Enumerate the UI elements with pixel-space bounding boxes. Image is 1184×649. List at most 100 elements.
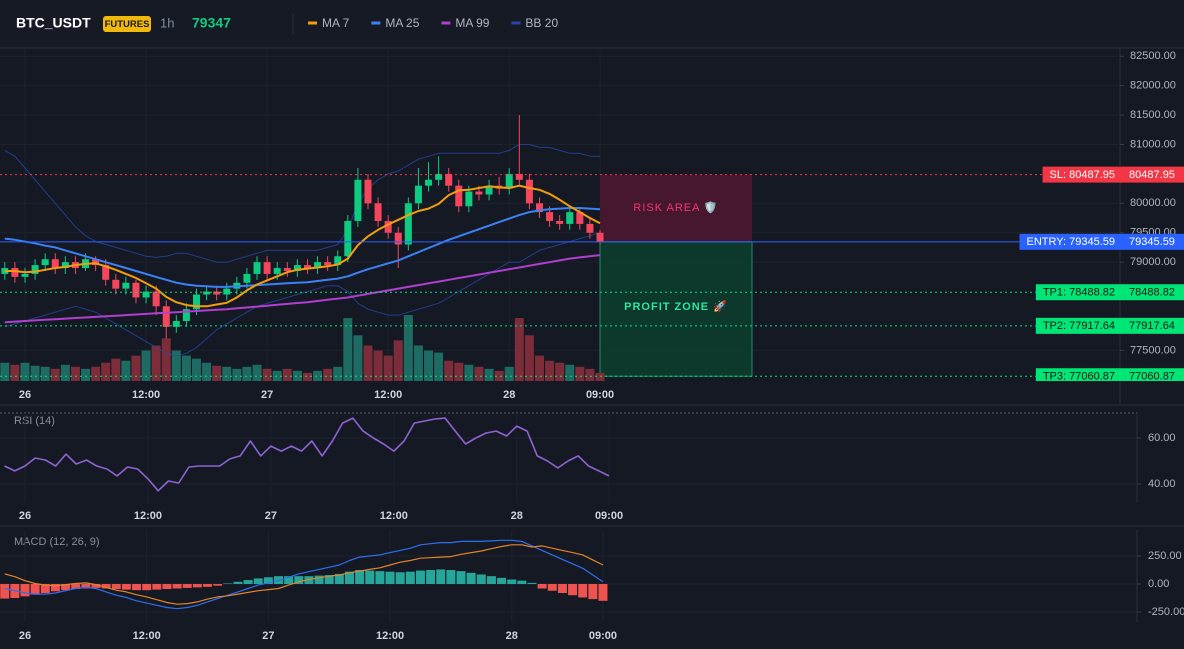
candle-body bbox=[475, 191, 483, 195]
macd-histogram-bar bbox=[344, 571, 354, 585]
badge-bg bbox=[103, 16, 151, 32]
level-tag-label: ENTRY: 79345.59 bbox=[1027, 236, 1115, 248]
candle-body bbox=[253, 262, 261, 274]
volume-bar bbox=[534, 355, 544, 381]
volume-bar bbox=[242, 366, 252, 381]
volume-bar bbox=[131, 355, 141, 381]
level-tag-label: TP3: 77060.87 bbox=[1043, 371, 1115, 383]
macd-histogram-bar bbox=[101, 584, 111, 589]
volume-bar bbox=[424, 350, 434, 381]
bb-upper bbox=[4, 144, 600, 263]
macd-histogram-bar bbox=[91, 584, 101, 588]
candle-body bbox=[515, 173, 523, 180]
candle-body bbox=[122, 282, 130, 289]
candle-body bbox=[132, 282, 140, 298]
level-tag-label: TP2: 77917.64 bbox=[1043, 320, 1115, 332]
candle-body bbox=[546, 212, 554, 221]
macd-histogram-bar bbox=[213, 584, 223, 586]
y-tick-label: 60.00 bbox=[1148, 432, 1176, 444]
candle-body bbox=[374, 203, 382, 221]
level-value: 77917.64 bbox=[1129, 320, 1175, 332]
macd-histogram-bar bbox=[182, 584, 192, 588]
y-tick-label: 81000.00 bbox=[1130, 138, 1176, 150]
level-tag-label: SL: 80487.95 bbox=[1050, 169, 1115, 181]
candle-body bbox=[293, 265, 301, 271]
volume-bar bbox=[20, 362, 30, 381]
profit-zone bbox=[599, 241, 753, 377]
volume-bar bbox=[30, 365, 40, 381]
candle-body bbox=[566, 212, 574, 224]
macd-histogram-bar bbox=[446, 570, 456, 585]
volume-bar bbox=[50, 368, 60, 381]
volume-bar bbox=[343, 318, 353, 381]
macd-histogram-bar bbox=[81, 584, 91, 589]
macd-histogram-bar bbox=[385, 571, 395, 585]
macd-histogram-bar bbox=[395, 572, 405, 585]
candle-body bbox=[596, 232, 604, 242]
candle-body bbox=[425, 179, 433, 186]
volume-bar bbox=[545, 360, 555, 381]
x-tick-label: 26 bbox=[19, 389, 31, 401]
level-value-box bbox=[1120, 284, 1184, 301]
candle-body bbox=[334, 256, 342, 266]
legend-entry[interactable]: MA 25 bbox=[385, 16, 419, 30]
x-tick-label: 12:00 bbox=[376, 630, 404, 642]
macd-histogram-bar bbox=[355, 570, 365, 585]
candle-body bbox=[142, 291, 150, 298]
volume-bar bbox=[565, 364, 575, 381]
volume-bar bbox=[40, 366, 50, 381]
grid-layer bbox=[0, 413, 1137, 503]
x-tick-label: 26 bbox=[19, 510, 31, 522]
macd-histogram-bar bbox=[527, 582, 537, 585]
volume-bar bbox=[191, 358, 201, 381]
last-price: 79347 bbox=[192, 15, 231, 31]
legend-entry[interactable]: MA 99 bbox=[455, 16, 489, 30]
x-tick-label: 09:00 bbox=[586, 389, 614, 401]
volume-bar bbox=[444, 360, 454, 381]
macd-line bbox=[4, 539, 604, 610]
macd-histogram-bar bbox=[375, 571, 385, 585]
risk-zone bbox=[600, 174, 752, 242]
candle-body bbox=[435, 173, 443, 180]
candle-body bbox=[11, 268, 19, 277]
macd-histogram-bar bbox=[588, 584, 598, 600]
candle-body bbox=[223, 288, 231, 295]
x-tick-label: 26 bbox=[19, 630, 31, 642]
symbol[interactable]: BTC_USDT bbox=[16, 15, 91, 31]
volume-bar bbox=[383, 355, 393, 381]
level-value-box bbox=[1120, 317, 1184, 334]
candle-body bbox=[505, 173, 513, 189]
volume-bar bbox=[141, 350, 151, 381]
macd-histogram-bar bbox=[111, 584, 121, 590]
legend-entry[interactable]: MA 7 bbox=[322, 16, 350, 30]
volume-bar bbox=[282, 368, 292, 381]
macd-histogram-bar bbox=[50, 584, 60, 592]
macd-histogram-bar bbox=[568, 584, 578, 596]
candle-body bbox=[31, 265, 39, 274]
volume-bar bbox=[585, 368, 595, 381]
risk-label: RISK AREA 🛡️ bbox=[633, 201, 718, 214]
x-tick-label: 12:00 bbox=[133, 630, 161, 642]
macd-histogram-bar bbox=[30, 584, 40, 595]
candle-body bbox=[182, 309, 190, 321]
candle-body bbox=[314, 262, 322, 269]
candle-body bbox=[243, 273, 251, 283]
y-tick-label: 79000.00 bbox=[1130, 256, 1176, 268]
x-tick-label: 12:00 bbox=[134, 510, 162, 522]
x-tick-label: 28 bbox=[511, 510, 523, 522]
candle-body bbox=[404, 203, 412, 245]
volume-bar bbox=[111, 358, 121, 381]
level-tag bbox=[1042, 166, 1120, 183]
volume-bar bbox=[323, 368, 333, 381]
volume-bar bbox=[302, 372, 312, 381]
moving-average bbox=[4, 254, 601, 324]
volume-bar bbox=[555, 362, 565, 381]
legend-entry[interactable]: BB 20 bbox=[525, 16, 558, 30]
macd-histogram-bar bbox=[578, 584, 588, 598]
x-tick-label: 27 bbox=[262, 630, 274, 642]
volume-bar bbox=[70, 366, 80, 381]
volume-bar bbox=[222, 366, 232, 381]
volume-bar bbox=[454, 362, 464, 381]
interval[interactable]: 1h bbox=[160, 15, 174, 30]
macd-histogram-bar bbox=[243, 580, 253, 585]
